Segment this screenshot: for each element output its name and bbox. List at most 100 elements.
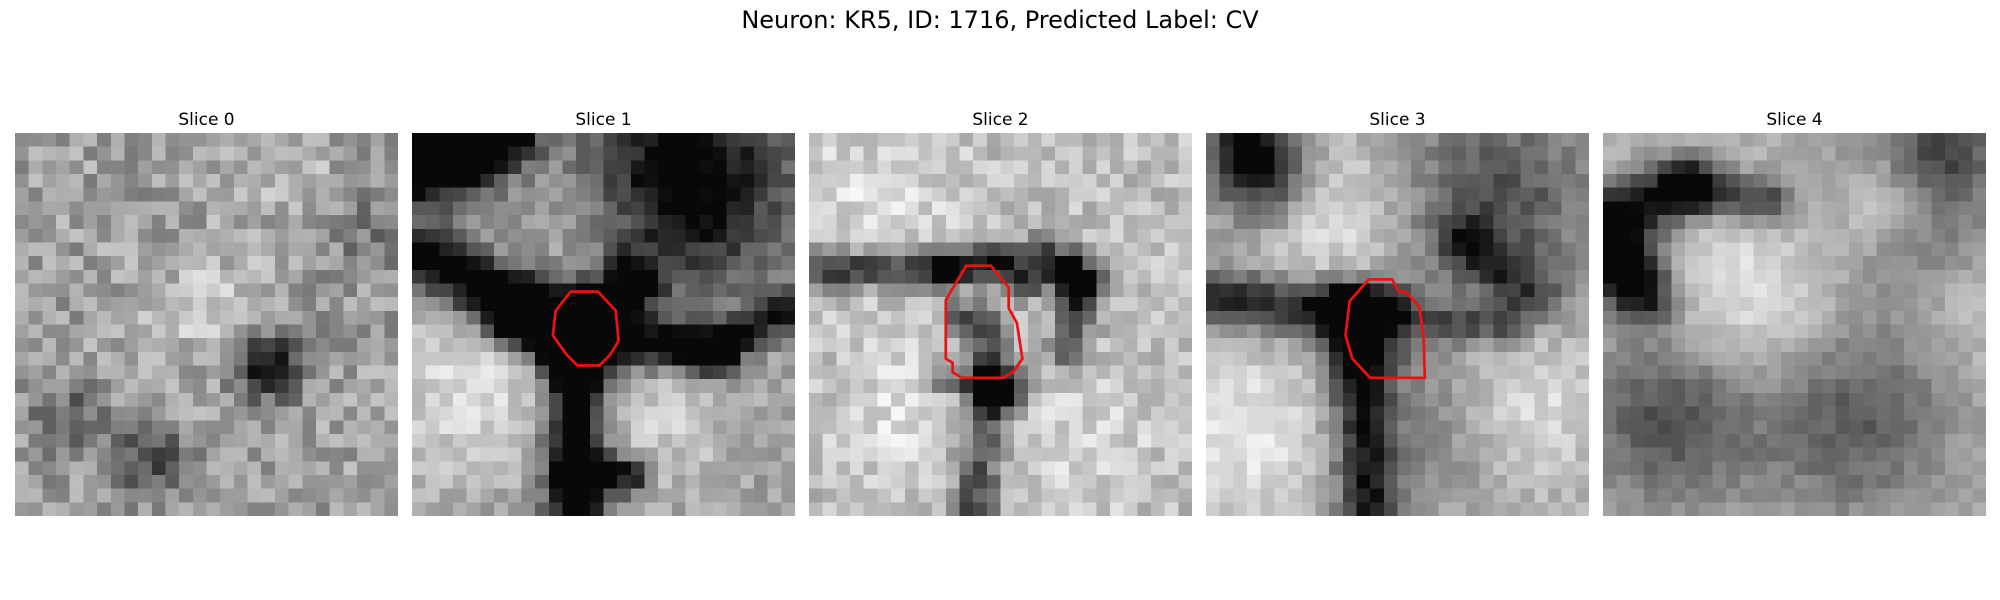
pixel xyxy=(1301,160,1316,175)
pixel xyxy=(124,474,139,489)
pixel xyxy=(453,433,467,448)
pixel xyxy=(1411,461,1426,476)
pixel xyxy=(1219,433,1234,448)
pixel xyxy=(685,283,700,298)
pixel xyxy=(589,474,604,489)
pixel xyxy=(1479,283,1494,298)
pixel xyxy=(425,447,440,462)
pixel xyxy=(69,283,84,298)
pixel xyxy=(658,310,673,325)
pixel xyxy=(1520,283,1535,298)
pixel xyxy=(288,474,303,489)
pixel xyxy=(1260,502,1275,516)
pixel xyxy=(1356,406,1371,421)
pixel xyxy=(1000,433,1015,448)
pixel xyxy=(877,215,892,230)
pixel xyxy=(1876,420,1891,435)
pixel xyxy=(1109,160,1124,175)
pixel xyxy=(97,365,112,380)
pixel xyxy=(1150,324,1165,339)
pixel xyxy=(1958,502,1973,516)
pixel xyxy=(1452,392,1467,407)
pixel xyxy=(1219,297,1234,312)
pixel xyxy=(69,201,84,216)
pixel xyxy=(1411,406,1426,421)
pixel xyxy=(685,174,700,188)
pixel xyxy=(151,447,166,462)
pixel xyxy=(1109,365,1124,380)
pixel xyxy=(206,228,221,243)
pixel xyxy=(1547,187,1562,202)
pixel xyxy=(1698,146,1713,161)
pixel xyxy=(822,365,837,380)
pixel xyxy=(1944,283,1959,298)
pixel xyxy=(1890,461,1905,476)
pixel xyxy=(1739,502,1754,516)
pixel xyxy=(836,160,851,175)
pixel xyxy=(233,474,248,489)
pixel xyxy=(1931,256,1946,271)
pixel xyxy=(1903,379,1918,394)
pixel xyxy=(1055,351,1070,366)
pixel xyxy=(1671,474,1686,489)
pixel xyxy=(1219,228,1234,243)
pixel xyxy=(712,187,727,202)
pixel xyxy=(56,406,70,421)
pixel xyxy=(69,338,84,353)
pixel xyxy=(1603,461,1617,476)
pixel xyxy=(192,297,207,312)
pixel xyxy=(42,365,57,380)
pixel xyxy=(918,474,933,489)
pixel xyxy=(671,488,686,503)
pixel xyxy=(932,146,947,161)
pixel xyxy=(904,187,919,202)
pixel xyxy=(809,242,823,257)
pixel xyxy=(1616,324,1631,339)
pixel xyxy=(562,433,577,448)
pixel xyxy=(1055,488,1070,503)
pixel xyxy=(1712,461,1727,476)
pixel xyxy=(274,133,289,147)
pixel xyxy=(1493,242,1508,257)
pixel xyxy=(83,242,98,257)
pixel xyxy=(1247,474,1261,489)
pixel xyxy=(1890,310,1905,325)
pixel xyxy=(1671,215,1686,230)
pixel xyxy=(809,420,823,435)
pixel xyxy=(1288,310,1303,325)
pixel xyxy=(603,242,618,257)
pixel xyxy=(1534,447,1549,462)
pixel xyxy=(1274,187,1289,202)
pixel xyxy=(1260,406,1275,421)
pixel xyxy=(1150,392,1165,407)
pixel xyxy=(973,338,988,353)
slice-panel-4: Slice 4 xyxy=(1603,108,1986,516)
pixel xyxy=(179,447,194,462)
pixel xyxy=(1150,447,1165,462)
pixel xyxy=(28,461,43,476)
pixel xyxy=(1726,433,1741,448)
pixel xyxy=(69,447,84,462)
pixel xyxy=(1424,283,1439,298)
pixel xyxy=(1288,447,1303,462)
pixel xyxy=(15,174,29,188)
pixel xyxy=(1712,242,1727,257)
pixel xyxy=(15,502,29,516)
pixel xyxy=(1342,474,1357,489)
pixel xyxy=(891,228,906,243)
pixel xyxy=(370,461,385,476)
pixel xyxy=(1616,146,1631,161)
pixel xyxy=(1274,365,1289,380)
pixel xyxy=(863,283,878,298)
pixel xyxy=(986,242,1001,257)
pixel xyxy=(1041,228,1056,243)
pixel xyxy=(1630,324,1645,339)
pixel xyxy=(1288,283,1303,298)
pixel xyxy=(630,324,645,339)
pixel xyxy=(836,228,851,243)
pixel xyxy=(1944,201,1959,216)
pixel xyxy=(1096,256,1111,271)
pixel xyxy=(589,228,604,243)
segmentation-contour xyxy=(1344,277,1427,380)
pixel xyxy=(1685,379,1700,394)
